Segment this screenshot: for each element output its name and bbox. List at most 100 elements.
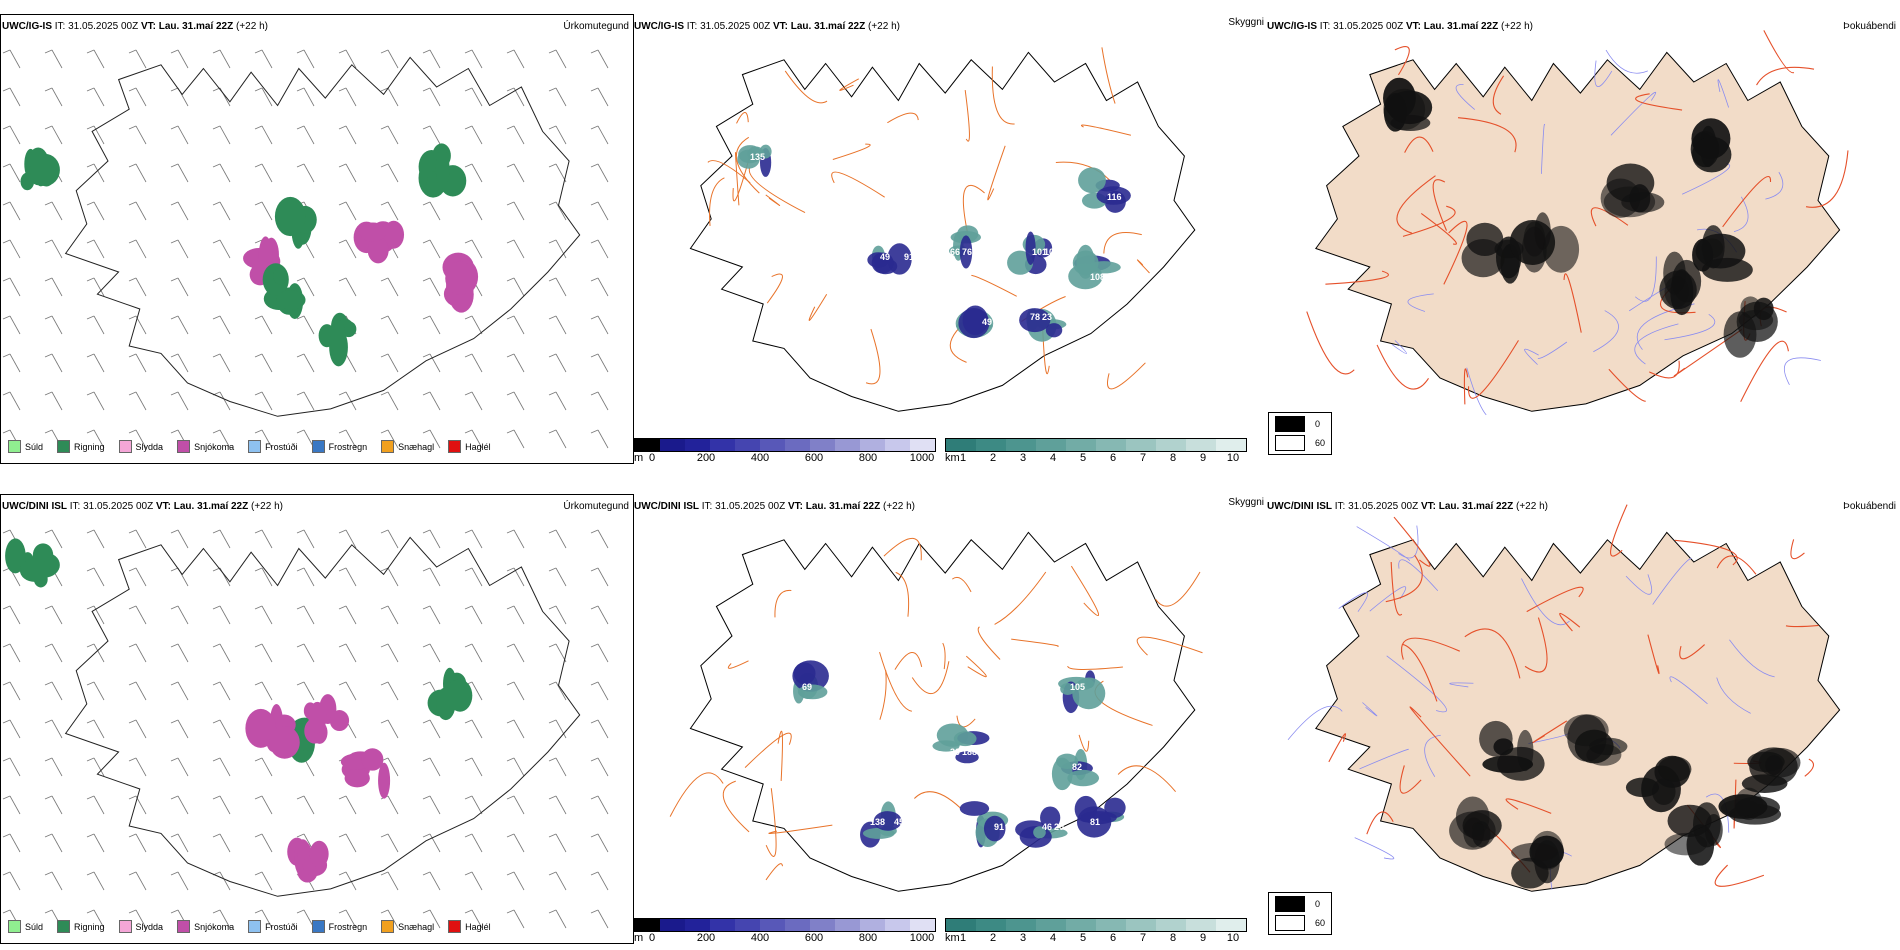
wind-barb-flag: [296, 125, 305, 130]
wind-barb-flag: [506, 833, 515, 838]
wind-barb: [261, 681, 273, 701]
wind-barb-flag: [548, 49, 557, 54]
wind-barb: [513, 643, 525, 663]
wind-barb: [93, 125, 105, 145]
wind-barb-flag: [506, 239, 515, 244]
model-name: UWC/DINI ISL: [634, 501, 699, 512]
wind-barb: [135, 429, 147, 449]
wind-barb: [555, 909, 567, 929]
river: [1733, 196, 1749, 233]
visibility-value-label: 20: [1054, 822, 1064, 832]
precip-legend-label: Snæhagl: [398, 921, 435, 932]
wind-barb: [387, 833, 399, 853]
colorbar-segment: [835, 919, 860, 931]
vt-value: Lau. 31.maí 22Z: [173, 501, 249, 512]
fog-area: [1586, 744, 1622, 766]
river: [1765, 171, 1784, 200]
wind-barb: [51, 757, 63, 777]
wind-barb: [597, 567, 609, 587]
wind-barb-flag: [380, 429, 389, 434]
precip-panel-header-0: UWC/IG-IS IT: 31.05.2025 00Z VT: Lau. 31…: [2, 21, 268, 33]
wind-barb: [135, 757, 147, 777]
wind-barb-flag: [422, 909, 431, 914]
precip-area: [436, 687, 456, 721]
wind-barb: [135, 795, 147, 815]
wind-barb: [9, 605, 21, 625]
wind-barb-flag: [422, 277, 431, 282]
precip-area: [359, 222, 387, 242]
colorbar-segment: [810, 439, 835, 451]
road: [911, 661, 950, 695]
colorbar-segment: [860, 919, 885, 931]
low-visibility-area: [1040, 806, 1061, 830]
wind-barb-flag: [86, 353, 95, 358]
wind-barb: [93, 567, 105, 587]
wind-barb: [219, 49, 231, 69]
wind-barb: [471, 87, 483, 107]
wind-barb-flag: [506, 277, 515, 282]
low-visibility-area: [959, 235, 973, 269]
road: [722, 780, 750, 833]
wind-barb: [513, 529, 525, 549]
wind-barb-flag: [590, 643, 599, 648]
vis-panel-header-1: UWC/DINI ISL IT: 31.05.2025 00Z VT: Lau.…: [634, 501, 915, 513]
wind-barb-flag: [590, 757, 599, 762]
colorbar-segment: [760, 919, 785, 931]
it-value: 31.05.2025 00Z: [1348, 501, 1419, 512]
wind-barb: [597, 163, 609, 183]
fog-legend-row: 0: [1275, 896, 1325, 912]
precip-legend-item: Snæhagl: [381, 920, 434, 933]
wind-barb: [597, 125, 609, 145]
it-label: IT:: [69, 501, 81, 512]
wind-barb-flag: [506, 391, 515, 396]
wind-barb-flag: [590, 833, 599, 838]
precip-area: [435, 148, 450, 189]
wind-barb-flag: [548, 163, 557, 168]
wind-barb-flag: [86, 391, 95, 396]
iceland-land: [1314, 531, 1841, 892]
fog-panel-title-0: Þokuábendi: [1843, 21, 1896, 32]
precip-area: [344, 768, 370, 788]
road: [964, 90, 970, 142]
wind-barb: [471, 529, 483, 549]
precip-swatch: [448, 920, 462, 933]
colorbar-tick: 400: [750, 932, 770, 944]
wind-barb: [219, 795, 231, 815]
wind-barb-flag: [254, 201, 263, 206]
wind-barb-flag: [338, 87, 347, 92]
road: [879, 670, 887, 720]
wind-barb-flag: [170, 719, 179, 724]
river: [1593, 310, 1619, 353]
road: [1532, 720, 1568, 744]
wind-barb: [303, 87, 315, 107]
wind-barb: [135, 681, 147, 701]
wind-barb: [261, 529, 273, 549]
wind-barb-flag: [380, 49, 389, 54]
wind-barb-flag: [422, 795, 431, 800]
wind-barb: [345, 239, 357, 259]
road: [1756, 66, 1815, 86]
wind-barb-flag: [590, 681, 599, 686]
wind-barb-flag: [590, 391, 599, 396]
wind-barb-flag: [422, 605, 431, 610]
wind-barb: [51, 125, 63, 145]
wind-barb: [261, 429, 273, 449]
it-label: IT:: [54, 21, 66, 32]
visibility-value-label: 135: [750, 152, 765, 162]
wind-barb: [471, 833, 483, 853]
wind-barb-flag: [2, 529, 11, 534]
precip-swatch: [177, 440, 191, 453]
colorbar-segment: [660, 439, 685, 451]
wind-barb: [219, 909, 231, 929]
road: [865, 328, 881, 385]
wind-barb-flag: [338, 681, 347, 686]
wind-barb-flag: [86, 49, 95, 54]
wind-barb-flag: [44, 719, 53, 724]
wind-barb-flag: [170, 125, 179, 130]
road: [913, 791, 961, 809]
wind-barb: [9, 277, 21, 297]
wind-barb: [597, 201, 609, 221]
wind-barb: [303, 681, 315, 701]
wind-barb: [51, 605, 63, 625]
visibility-value-label: 82: [1072, 762, 1082, 772]
